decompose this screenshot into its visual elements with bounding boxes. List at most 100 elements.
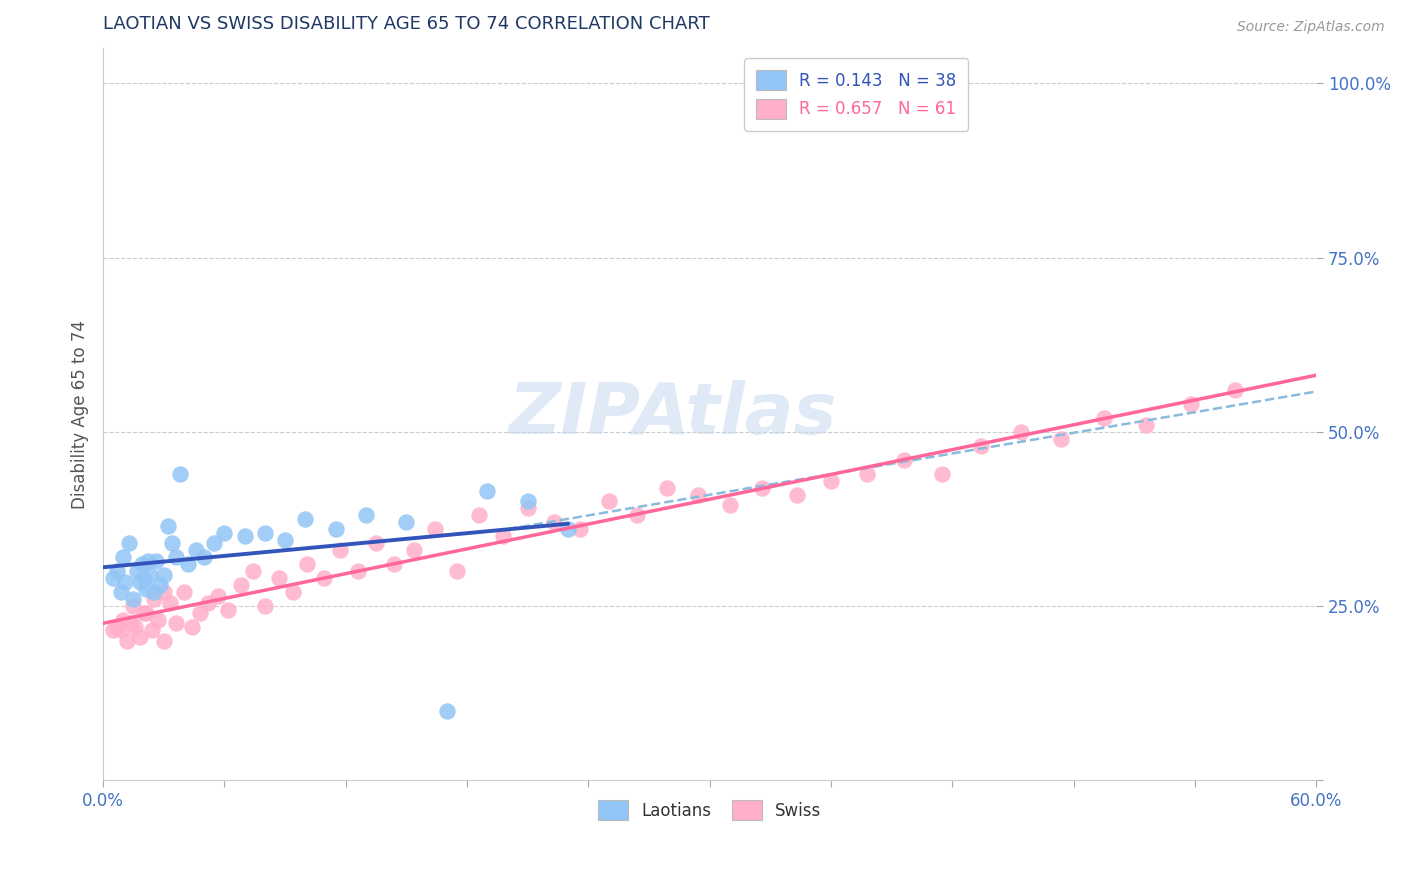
Point [159,596,181,610]
Point [202,536,225,550]
Point [931,467,953,481]
Point [325,522,347,536]
Point [184,543,207,558]
Point [1180,397,1202,411]
Point [598,494,620,508]
Point [135,582,157,596]
Point [197,596,219,610]
Point [253,599,276,613]
Point [169,467,191,481]
Point [283,585,305,599]
Point [1092,410,1115,425]
Point [138,567,160,582]
Point [112,550,135,565]
Point [657,481,679,495]
Point [112,613,135,627]
Point [267,571,290,585]
Y-axis label: Disability Age 65 to 74: Disability Age 65 to 74 [72,320,89,508]
Point [142,585,165,599]
Point [516,494,538,508]
Point [181,620,204,634]
Point [423,522,446,536]
Point [364,536,387,550]
Point [274,533,297,547]
Point [1010,425,1032,439]
Point [347,564,370,578]
Point [557,522,579,536]
Point [132,571,155,585]
Point [686,487,709,501]
Point [152,633,174,648]
Point [156,519,179,533]
Point [233,529,256,543]
Point [492,529,515,543]
Point [103,571,125,585]
Point [516,501,538,516]
Point [152,567,174,582]
Point [1050,432,1073,446]
Point [142,592,165,607]
Point [114,574,136,589]
Point [141,624,163,638]
Point [105,620,128,634]
Point [468,508,491,523]
Point [165,616,187,631]
Point [135,606,157,620]
Legend: Laotians, Swiss: Laotians, Swiss [592,793,828,827]
Point [856,467,879,481]
Point [128,574,150,589]
Point [122,592,145,607]
Point [229,578,252,592]
Point [124,620,146,634]
Point [193,550,215,565]
Point [145,554,167,568]
Point [354,508,377,523]
Point [253,525,276,540]
Point [110,585,132,599]
Point [128,631,150,645]
Point [751,481,773,495]
Point [110,624,132,638]
Point [136,554,159,568]
Point [207,589,229,603]
Point [543,516,565,530]
Point [188,606,211,620]
Point [477,483,499,498]
Point [820,474,842,488]
Point [312,571,335,585]
Text: LAOTIAN VS SWISS DISABILITY AGE 65 TO 74 CORRELATION CHART: LAOTIAN VS SWISS DISABILITY AGE 65 TO 74… [103,15,710,33]
Point [173,585,195,599]
Point [969,439,991,453]
Point [117,633,139,648]
Point [404,543,426,558]
Point [297,558,319,572]
Point [103,624,125,638]
Text: Source: ZipAtlas.com: Source: ZipAtlas.com [1237,20,1385,34]
Point [569,522,592,536]
Point [120,616,142,631]
Point [446,564,468,578]
Point [1135,417,1157,432]
Point [242,564,264,578]
Point [132,606,155,620]
Point [294,512,316,526]
Text: ZIPAtlas: ZIPAtlas [509,380,838,449]
Point [786,487,808,501]
Point [1225,383,1247,397]
Point [122,599,145,613]
Point [382,558,405,572]
Point [131,558,153,572]
Point [218,602,240,616]
Point [177,558,200,572]
Point [160,536,183,550]
Point [214,525,236,540]
Point [165,550,187,565]
Point [436,704,458,718]
Point [329,543,352,558]
Point [105,564,128,578]
Point [146,613,169,627]
Point [893,452,915,467]
Point [718,498,741,512]
Point [626,508,648,523]
Point [118,536,141,550]
